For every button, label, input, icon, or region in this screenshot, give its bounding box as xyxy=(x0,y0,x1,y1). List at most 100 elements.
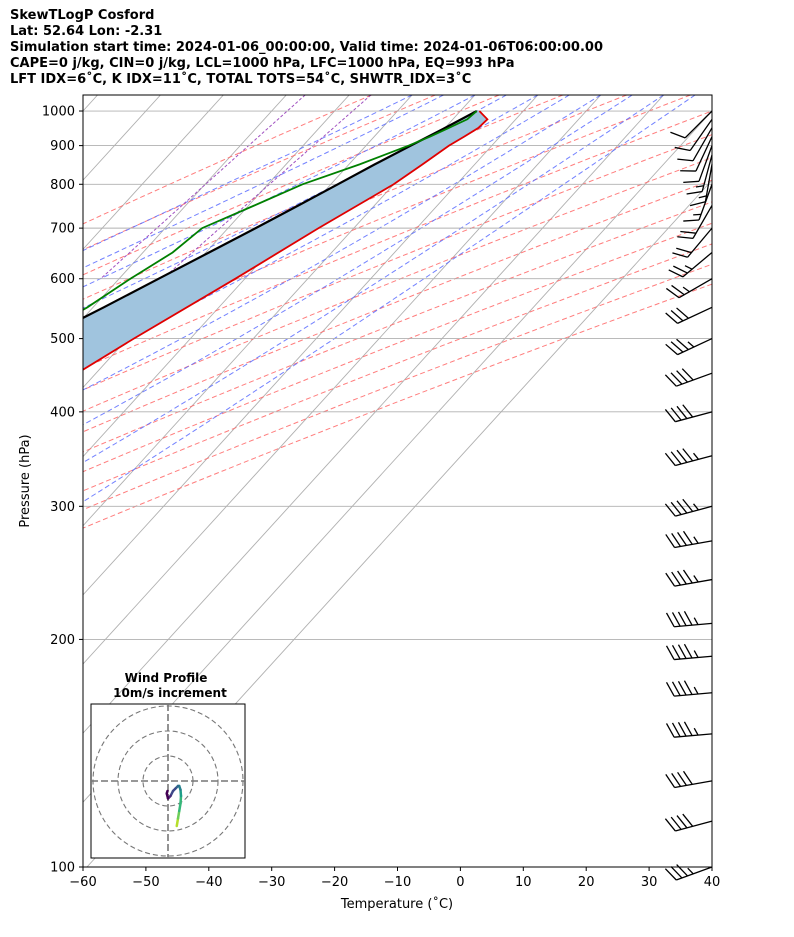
x-tick-label: 30 xyxy=(641,875,658,890)
wind-barb-flag xyxy=(683,611,693,626)
wind-barb xyxy=(668,251,713,278)
wind-barb-flag xyxy=(676,815,688,829)
wind-barb-flag xyxy=(664,868,677,881)
wind-barb-half-flag xyxy=(698,195,707,199)
wind-barb-flag xyxy=(683,643,693,659)
wind-barb-flag xyxy=(683,219,700,222)
wind-barb-flag xyxy=(682,569,693,584)
wind-barb-flag xyxy=(664,503,676,517)
x-tick-label: 0 xyxy=(456,875,464,890)
hodograph-subtitle: 10m/s increment xyxy=(113,686,227,700)
wind-barb-staff xyxy=(674,780,713,789)
chart-indices-lift: LFT IDX=6˚C, K IDX=11˚C, TOTAL TOTS=54˚C… xyxy=(10,72,472,87)
wind-barb-flag xyxy=(677,680,687,696)
isotherm-line xyxy=(83,95,287,320)
hodograph-trace-segment xyxy=(178,802,182,813)
wind-barb xyxy=(665,278,713,299)
wind-barb-half-flag xyxy=(693,727,699,736)
isotherm-line xyxy=(83,95,224,250)
wind-barb-flag xyxy=(670,451,682,465)
wind-barb-flag xyxy=(670,407,682,421)
wind-barb-staff xyxy=(674,733,713,738)
wind-barb-half-flag xyxy=(693,213,702,216)
wind-barb-half-flag xyxy=(693,650,699,658)
wind-barb-half-flag xyxy=(693,452,699,460)
wind-barb-flag xyxy=(681,368,694,381)
chart-indices-cape: CAPE=0 j/kg, CIN=0 j/kg, LCL=1000 hPa, L… xyxy=(10,56,515,71)
x-axis-label: Temperature (˚C) xyxy=(340,896,453,912)
wind-barb xyxy=(689,164,713,207)
wind-barb-flag xyxy=(665,312,678,324)
hodograph-trace-segment xyxy=(176,809,181,820)
wind-barb xyxy=(665,306,713,324)
wind-barb-flag xyxy=(671,772,682,787)
wind-barb-flag xyxy=(676,370,689,383)
hodograph-inset: Wind Profile 10m/s increment xyxy=(90,671,246,859)
x-tick-label: 20 xyxy=(578,875,595,890)
dry-adiabat xyxy=(83,222,712,473)
x-tick-label: −20 xyxy=(321,875,348,890)
wind-barb-flag xyxy=(665,572,676,587)
wind-barb-flag xyxy=(665,723,675,738)
wind-barb xyxy=(670,110,713,139)
wind-barb-flag xyxy=(671,571,682,586)
wind-barb-flag xyxy=(689,201,706,207)
wind-barb-flag xyxy=(676,864,689,877)
wind-barb-staff xyxy=(698,184,713,221)
wind-barb xyxy=(664,813,713,832)
wind-barb xyxy=(664,864,713,881)
wind-barb-flag xyxy=(676,338,689,351)
moist-adiabat xyxy=(83,95,696,503)
wind-barb-flag xyxy=(668,269,684,278)
wind-barb-staff xyxy=(675,505,713,517)
mixing-ratio-line xyxy=(100,95,306,280)
wind-barb xyxy=(665,643,713,661)
wind-barb-flag xyxy=(665,774,676,788)
wind-barb-flag xyxy=(677,722,687,737)
wind-barb-flag xyxy=(676,500,688,514)
hodograph-trace-segment xyxy=(165,789,169,795)
hodograph-trace-segment xyxy=(175,817,180,828)
wind-barb-flag xyxy=(671,681,681,696)
wind-barb-half-flag xyxy=(687,867,694,875)
wind-barb-flag xyxy=(682,448,694,462)
hodograph-title: Wind Profile xyxy=(125,671,208,685)
wind-barb xyxy=(677,205,713,240)
wind-barb-flag xyxy=(676,247,692,254)
wind-barb-flag xyxy=(670,501,682,515)
wind-barb xyxy=(665,680,713,697)
wind-barb-staff xyxy=(677,306,713,324)
wind-barb-staff xyxy=(689,118,713,151)
chart-location: Lat: 52.64 Lon: -2.31 xyxy=(10,24,163,39)
wind-barb-flag xyxy=(664,409,676,423)
wind-barb-flag xyxy=(677,236,694,240)
wind-barb-flag xyxy=(665,645,675,660)
x-tick-label: −40 xyxy=(195,875,222,890)
temperature-line xyxy=(83,110,489,371)
wind-barb-staff xyxy=(676,372,713,387)
wind-barb-flag xyxy=(665,343,678,356)
moist-adiabat xyxy=(83,95,413,252)
wind-barb-staff xyxy=(692,205,713,239)
dewpoint-line xyxy=(83,110,478,311)
dry-adiabat xyxy=(83,201,712,453)
wind-barb-staff xyxy=(678,278,713,299)
moist-adiabat xyxy=(83,95,507,309)
y-tick-label: 600 xyxy=(50,272,75,287)
wind-barb-staff xyxy=(682,251,713,278)
wind-barb xyxy=(674,118,713,152)
wind-barb xyxy=(664,404,713,423)
wind-barb-staff xyxy=(692,127,713,162)
wind-barb-flag xyxy=(665,534,676,548)
x-tick-label: −50 xyxy=(132,875,159,890)
wind-barb-flag xyxy=(682,530,693,545)
wind-barb xyxy=(664,368,713,387)
wind-barb-flag xyxy=(682,498,694,512)
wind-barb xyxy=(672,227,713,258)
y-tick-label: 500 xyxy=(50,332,75,347)
wind-barb-flag xyxy=(670,131,686,139)
wind-barb-staff xyxy=(674,622,713,628)
x-tick-label: 10 xyxy=(515,875,532,890)
wind-barb-staff xyxy=(677,338,713,356)
